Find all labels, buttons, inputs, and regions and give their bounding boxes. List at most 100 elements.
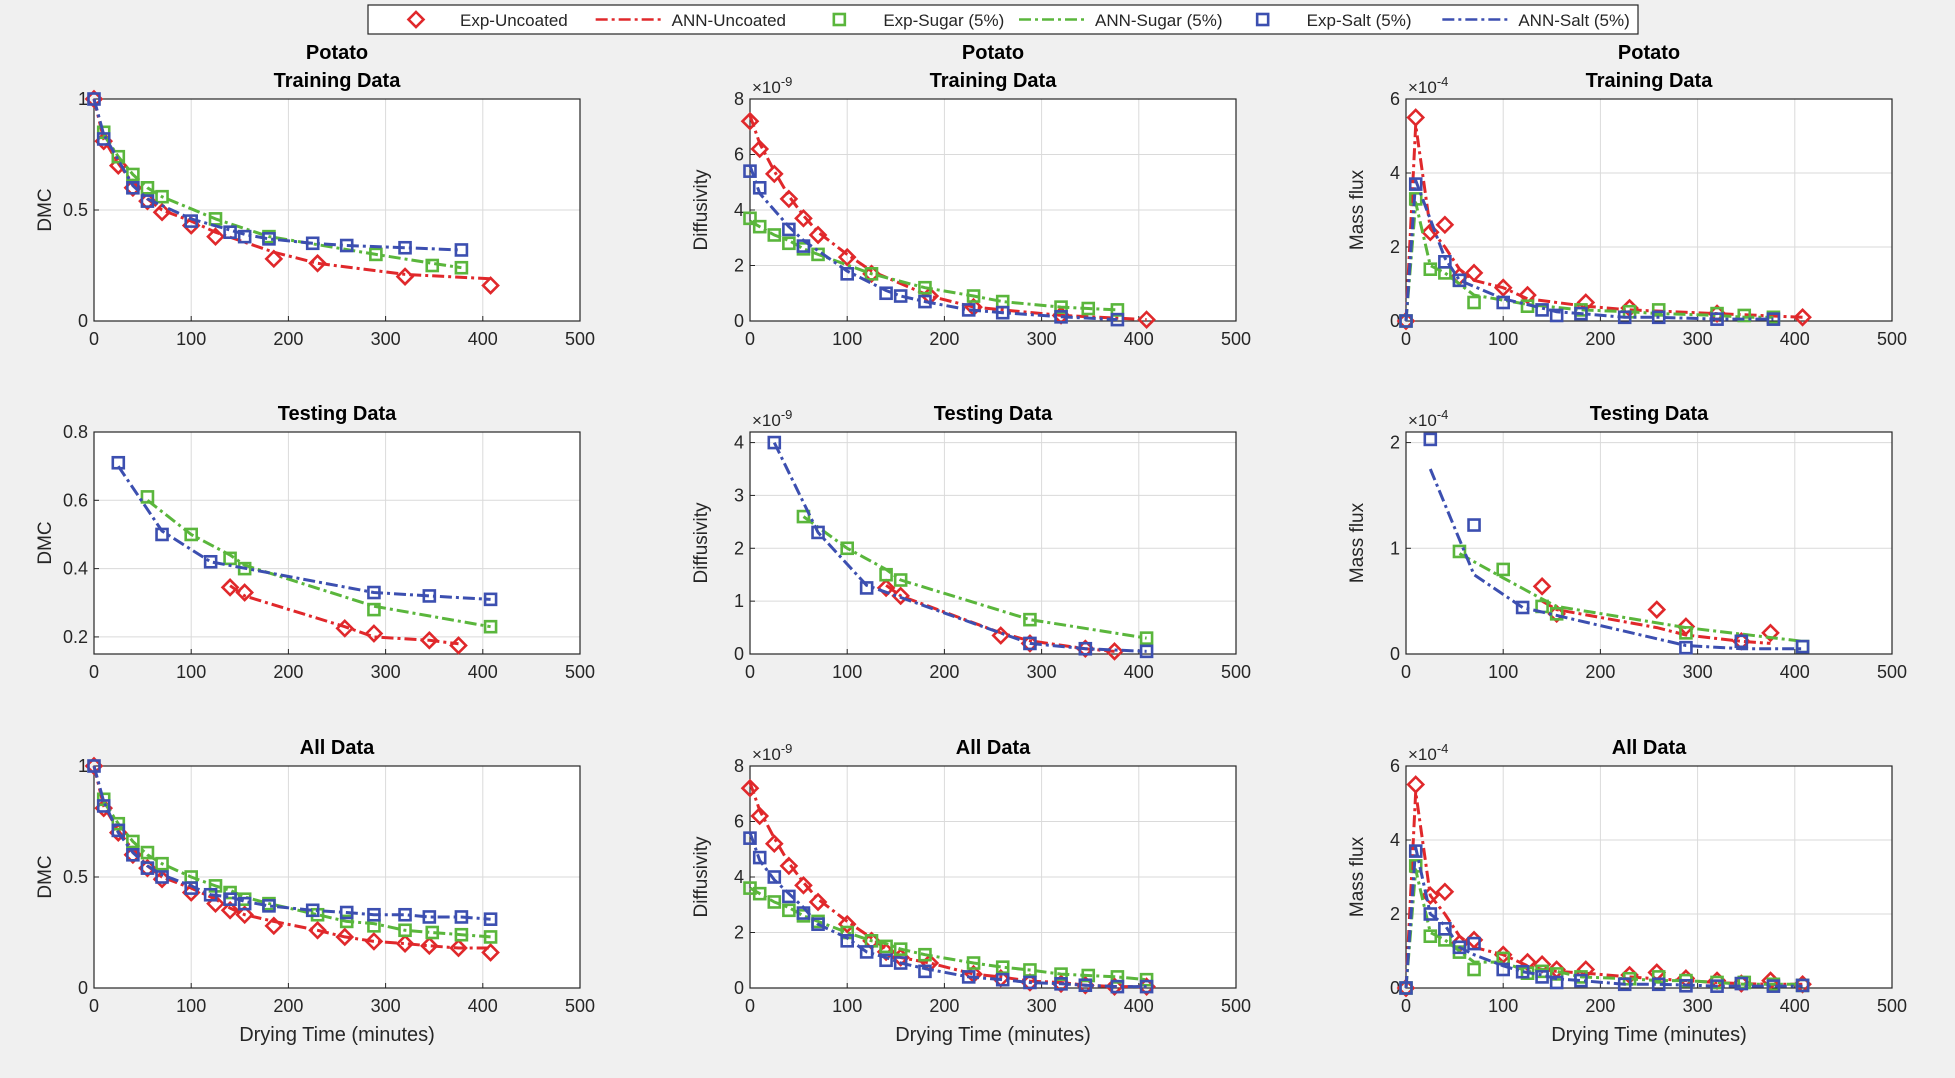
x-tick-label: 0 [1401, 996, 1411, 1016]
x-tick-label: 500 [565, 662, 595, 682]
ann-series-e0282b [92, 98, 491, 281]
data-point [752, 219, 767, 234]
exponent-value: -9 [781, 74, 793, 89]
subplot-title: Testing Data [934, 403, 1053, 425]
ann-series-e0282b [748, 115, 1147, 322]
legend-entry: Exp-Salt (5%) [1255, 11, 1412, 30]
y-tick-label: 2 [1390, 904, 1400, 924]
x-tick-label: 400 [1780, 662, 1810, 682]
ann-line [92, 98, 462, 252]
x-tick-label: 500 [1221, 996, 1251, 1016]
data-point [454, 260, 469, 275]
axes-box [749, 431, 1237, 655]
ann-series-3c4fb0 [92, 765, 491, 921]
y-tick-label: 4 [1390, 830, 1400, 850]
subplot-title: Testing Data [1590, 403, 1709, 425]
legend-entry: Exp-Sugar (5%) [832, 11, 1004, 30]
axes-box [1405, 98, 1893, 322]
y-tick-label: 1 [1390, 538, 1400, 558]
ann-series-e0282b [1404, 790, 1803, 989]
y-axis-label: DMC [35, 188, 56, 231]
x-tick-label: 300 [371, 662, 401, 682]
y-tick-label: 0.5 [63, 867, 88, 887]
y-axis-label: Mass flux [1347, 836, 1368, 917]
legend-label: Exp-Salt (5%) [1307, 11, 1412, 30]
exponent-label: ×10-9 [752, 741, 792, 764]
x-tick-label: 500 [1221, 662, 1251, 682]
exponent-value: -4 [1437, 407, 1449, 422]
ann-series-3c4fb0 [117, 465, 491, 601]
y-tick-label: 0 [734, 978, 744, 998]
y-tick-label: 0.2 [63, 627, 88, 647]
data-point [1734, 634, 1749, 649]
data-point [1532, 577, 1552, 596]
data-point [767, 895, 782, 909]
x-tick-label: 200 [929, 329, 959, 349]
data-point [220, 900, 240, 920]
legend-entry: ANN-Uncoated [595, 11, 786, 30]
axes-box [1405, 431, 1893, 655]
x-tick-label: 500 [1221, 329, 1251, 349]
data-point [126, 847, 140, 862]
data-point [1467, 936, 1481, 951]
data-point [155, 856, 169, 871]
data-point [782, 889, 796, 904]
data-point [859, 945, 874, 959]
x-tick-label: 200 [273, 329, 303, 349]
data-point [1137, 310, 1156, 329]
y-tick-label: 0.6 [63, 490, 88, 510]
ann-line [772, 441, 1147, 653]
ann-series-e0282b [1404, 123, 1803, 322]
legend-label: ANN-Salt (5%) [1518, 11, 1629, 30]
data-point [1452, 544, 1467, 559]
data-point [367, 602, 381, 617]
x-tick-label: 0 [89, 662, 99, 682]
y-axis-label: Mass flux [1347, 169, 1368, 250]
subplot-p2: 0 100 200 300 400 500 0 2 4 6 8 ×10-9 Potato Training… [691, 42, 1251, 349]
ann-series-3c4fb0 [772, 441, 1147, 653]
legend-box [367, 4, 1639, 35]
data-point [96, 132, 111, 146]
ann-series-5ab63c [749, 886, 1147, 982]
x-tick-label: 300 [1683, 662, 1713, 682]
data-point [767, 870, 782, 884]
data-point [1406, 108, 1426, 127]
data-point [1423, 907, 1438, 921]
data-point [140, 181, 155, 195]
exponent-value: -4 [1437, 74, 1449, 89]
x-tick-label: 100 [1488, 329, 1518, 349]
plot-area [750, 432, 1236, 654]
data-point [796, 509, 811, 524]
x-tick-label: 300 [1683, 329, 1713, 349]
data-point [483, 592, 498, 607]
data-point [811, 917, 825, 931]
subplot-title: Potato [962, 42, 1024, 64]
data-point [1795, 978, 1810, 993]
data-point [840, 541, 855, 556]
y-tick-label: 1 [734, 591, 744, 611]
ann-line [1404, 790, 1803, 989]
exponent-value: -4 [1437, 741, 1449, 756]
data-point [767, 435, 782, 450]
axes-box [93, 98, 581, 322]
subplot-subtitle: Training Data [274, 70, 402, 92]
data-point [752, 850, 767, 865]
subplot-title: Testing Data [278, 403, 397, 425]
plot-area [94, 432, 580, 654]
legend-entry: Exp-Uncoated [406, 10, 568, 30]
subplot-title: All Data [956, 737, 1031, 759]
subplot-p5: 0 100 200 300 400 500 0 1 2 3 4 ×10-9 Testing Data Di… [691, 403, 1251, 682]
x-tick-label: 300 [371, 329, 401, 349]
data-point [808, 225, 828, 245]
exp-series-5ab63c [140, 490, 498, 634]
subplot-title: All Data [300, 737, 375, 759]
y-tick-label: 2 [1390, 433, 1400, 453]
x-tick-label: 500 [1877, 996, 1907, 1016]
ann-line [117, 465, 491, 601]
y-tick-label: 0 [734, 311, 744, 331]
data-point [750, 139, 770, 159]
data-point [879, 953, 893, 968]
y-axis-label: DMC [35, 521, 56, 564]
data-point [837, 914, 857, 934]
x-tick-label: 400 [468, 329, 498, 349]
